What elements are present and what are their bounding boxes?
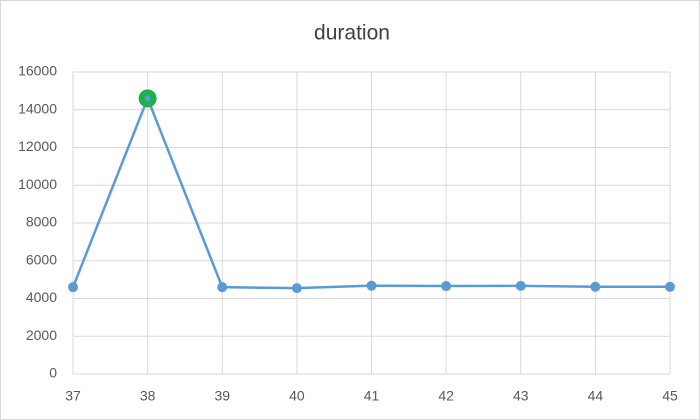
x-tick-label: 42 [438, 388, 454, 404]
y-tick-label: 10000 [18, 176, 57, 192]
x-tick-label: 43 [513, 388, 529, 404]
y-tick-label: 14000 [18, 100, 57, 116]
marker [366, 280, 377, 291]
marker [217, 282, 228, 293]
y-tick-label: 4000 [26, 289, 57, 305]
y-tick-label: 8000 [26, 214, 57, 230]
y-tick-label: 12000 [18, 138, 57, 154]
marker [68, 282, 78, 293]
x-tick-label: 44 [588, 388, 604, 404]
marker [441, 281, 452, 292]
marker [590, 281, 601, 292]
x-tick-label: 37 [65, 388, 81, 404]
marker [665, 281, 675, 292]
y-tick-label: 0 [49, 365, 57, 381]
y-tick-label: 6000 [26, 251, 57, 267]
y-tick-label: 2000 [26, 327, 57, 343]
marker [291, 283, 302, 294]
x-tick-label: 45 [662, 388, 678, 404]
x-tick-label: 38 [140, 388, 156, 404]
chart-title: duration [314, 22, 390, 45]
x-tick-label: 40 [289, 388, 305, 404]
marker [515, 280, 526, 291]
highlight-core [144, 95, 151, 102]
x-tick-label: 39 [214, 388, 230, 404]
y-tick-label: 16000 [18, 63, 57, 79]
x-tick-label: 41 [364, 388, 380, 404]
